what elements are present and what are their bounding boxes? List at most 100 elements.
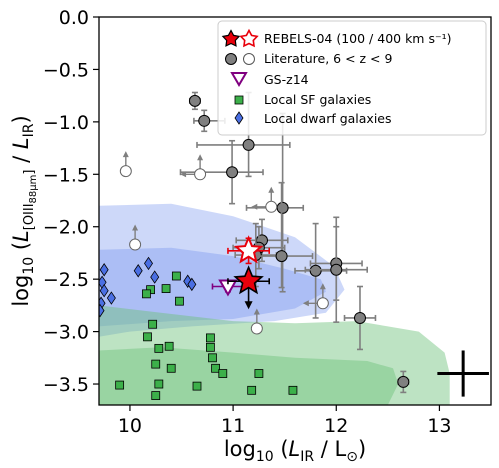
local-sf-marker (206, 333, 215, 343)
x-axis-title: log10 (LIR / L⊙) (224, 437, 366, 465)
literature-marker-filled (226, 166, 239, 179)
svg-text:log10 (L[OIII88μm] / LIR): log10 (L[OIII88μm] / LIR) (9, 115, 39, 306)
literature-marker-open (265, 200, 278, 213)
rebels-point (227, 235, 271, 265)
literature-point (294, 222, 348, 319)
local-sf-marker (192, 381, 202, 391)
literature-marker-open (250, 322, 263, 335)
y-tick-label: −1.5 (43, 164, 89, 186)
legend-entry-local-sf: Local SF galaxies (234, 92, 371, 107)
limit-arrow-head (122, 151, 129, 158)
y-tick-label: −2.5 (43, 269, 89, 291)
rebels-star-filled (233, 265, 264, 295)
literature-marker-filled (276, 201, 289, 214)
x-tick-label: 13 (427, 415, 451, 437)
legend-circle-open-icon (243, 53, 255, 65)
legend-triangle-icon (230, 72, 248, 87)
legend-label-local-dwarf: Local dwarf galaxies (264, 111, 392, 126)
local-sf-marker (151, 359, 161, 369)
local-sf-marker (142, 289, 151, 299)
limit-arrow-head (319, 283, 326, 290)
local-sf-marker (247, 385, 257, 395)
local-dwarf-marker (99, 263, 109, 277)
local-sf-marker (166, 363, 176, 373)
region-green-outer (99, 305, 450, 405)
legend-entry-rebels: REBELS-04 (100 / 400 km s⁻¹) (221, 28, 451, 48)
legend-label-local-sf: Local SF galaxies (264, 92, 371, 107)
local-dwarf-marker (150, 270, 160, 284)
data-points (99, 91, 489, 400)
legend-circle-filled-icon (225, 53, 237, 65)
local-sf-marker (211, 363, 220, 373)
limit-arrow-head (180, 171, 187, 178)
limit-arrow-head (132, 224, 139, 231)
literature-point (251, 186, 278, 213)
literature-marker-filled (188, 94, 201, 107)
rebels-limit-arrow (244, 301, 253, 310)
legend-entry-gs-z14: GS-z14 (230, 72, 309, 87)
literature-point (180, 154, 207, 181)
literature-marker-filled (242, 138, 255, 151)
local-dwarf-marker (99, 283, 109, 298)
local-sf-marker (208, 353, 217, 363)
local-sf-marker (164, 341, 174, 351)
axis-ticks: 10 11 12 13 0.0 −0.5 −1.0 −1.5 −2.0 −2.5 −3.0 −3.5 (43, 7, 452, 437)
local-sf-marker (154, 343, 164, 353)
legend: REBELS-04 (100 / 400 km s⁻¹) Literature,… (217, 20, 487, 136)
literature-marker-open (129, 238, 142, 251)
local-dwarf-marker (144, 256, 153, 271)
literature-point (250, 308, 263, 335)
legend-star-filled-icon (221, 29, 241, 47)
y-axis-title: log10 (L[OIII88μm] / LIR) (9, 115, 39, 306)
literature-point (304, 216, 369, 323)
y-tick-label: −3.5 (43, 374, 89, 396)
legend-label-rebels: REBELS-04 (100 / 400 km s⁻¹) (264, 31, 451, 46)
legend-entry-literature: Literature, 6 < z < 9 (225, 51, 393, 66)
rebels-point (227, 265, 271, 310)
literature-marker-filled (198, 114, 211, 127)
y-tick-label: 0.0 (59, 7, 89, 29)
legend-box (217, 20, 487, 136)
limit-arrow-head (268, 186, 275, 193)
literature-point (397, 370, 410, 394)
local-sf-marker (254, 369, 264, 378)
local-sf-marker (148, 319, 158, 329)
local-sf-marker (218, 369, 228, 378)
x-tick-label: 10 (118, 415, 142, 437)
typical-error-cross (437, 350, 489, 397)
limit-arrow-head (197, 154, 204, 161)
literature-marker-open (194, 168, 207, 181)
legend-star-open-icon (239, 28, 259, 48)
limit-arrow-head (251, 203, 258, 210)
legend-label-gs-z14: GS-z14 (264, 72, 309, 87)
literature-point (129, 224, 142, 251)
legend-entry-local-dwarf: Local dwarf galaxies (234, 111, 392, 126)
limit-arrow-head (302, 300, 309, 307)
y-tick-label: −1.0 (43, 112, 89, 134)
y-tick-label: −0.5 (43, 59, 89, 81)
local-sf-marker (161, 284, 171, 294)
x-tick-label: 11 (221, 415, 245, 437)
local-sf-marker (143, 332, 152, 342)
model-regions (99, 203, 450, 405)
rebels-star-open (233, 235, 264, 264)
x-tick-label: 12 (324, 415, 348, 437)
literature-point (188, 91, 201, 111)
literature-point (343, 285, 377, 351)
literature-marker-filled (397, 375, 410, 388)
legend-square-icon (234, 95, 244, 105)
local-dwarf-marker (187, 277, 197, 292)
local-dwarf-marker (106, 291, 116, 305)
legend-label-literature: Literature, 6 < z < 9 (264, 51, 393, 66)
local-dwarf-marker (133, 264, 143, 278)
local-sf-marker (206, 342, 215, 352)
local-dwarf-marker (99, 303, 105, 318)
y-tick-label: −3.0 (43, 322, 89, 344)
literature-marker-open (316, 297, 329, 310)
local-sf-marker (175, 296, 184, 306)
local-sf-marker (288, 385, 298, 395)
region-green-inner (99, 347, 399, 405)
literature-marker-filled (330, 263, 343, 276)
local-sf-marker (115, 380, 125, 390)
local-sf-marker (151, 391, 161, 400)
